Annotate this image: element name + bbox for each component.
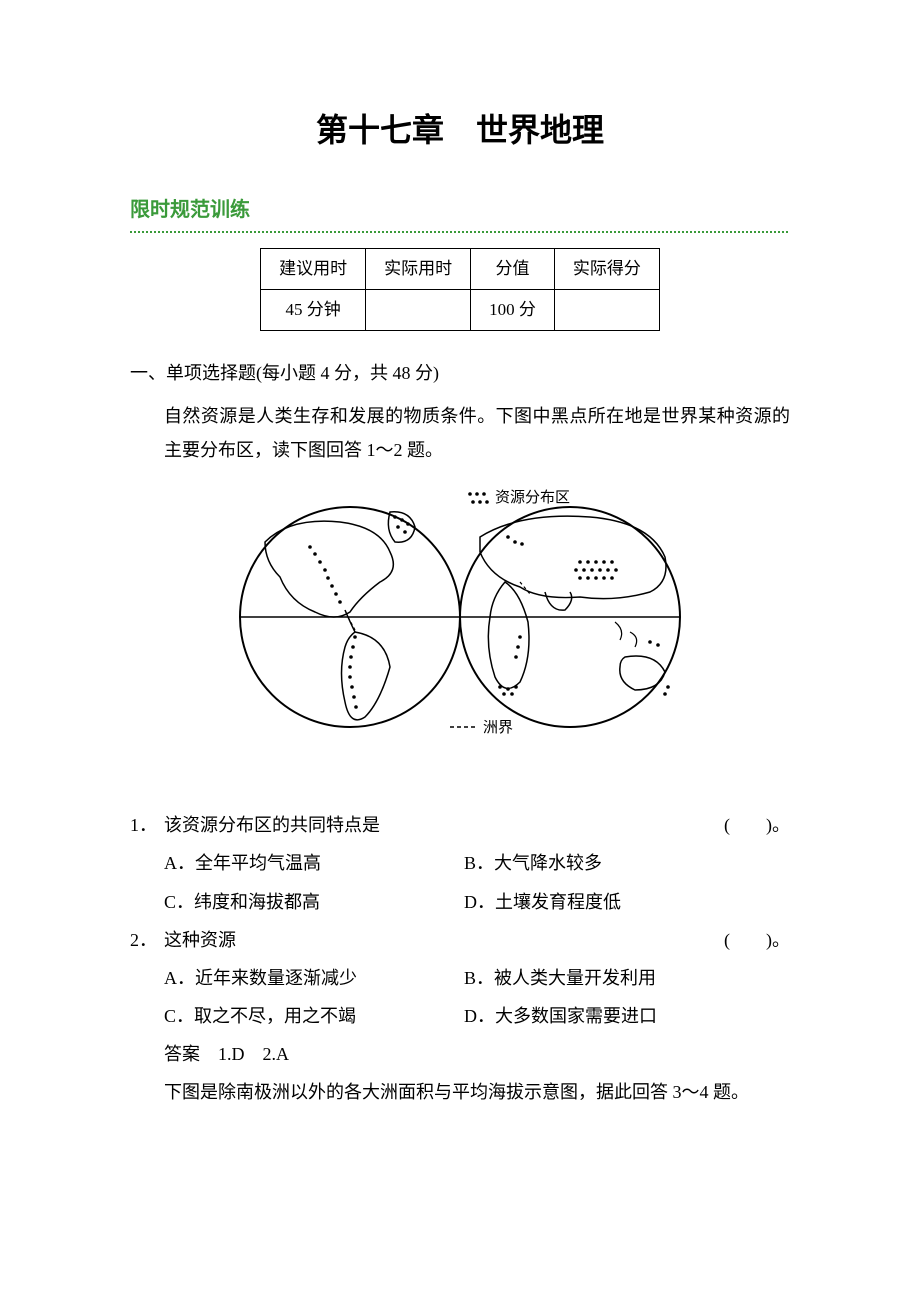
answer-blank: ( )。 [704,808,790,842]
next-intro: 下图是除南极洲以外的各大洲面积与平均海拔示意图，据此回答 3～4 题。 [164,1075,790,1109]
question-text: 该资源分布区的共同特点是 [164,808,704,842]
options-row: A．全年平均气温高 B．大气降水较多 [164,846,790,880]
question-number: 2． [130,923,164,957]
banner-underline [130,231,790,233]
options-row: A．近年来数量逐渐减少 B．被人类大量开发利用 [164,961,790,995]
section-banner: 限时规范训练 [130,191,790,229]
option-c: C．取之不尽，用之不竭 [164,999,464,1033]
table-row: 45 分钟 100 分 [261,290,660,331]
answer-blank: ( )。 [704,923,790,957]
legend-resource-text: 资源分布区 [495,489,570,506]
option-a: A．全年平均气温高 [164,846,464,880]
table-cell [554,290,659,331]
option-b: B．被人类大量开发利用 [464,961,790,995]
timing-table: 建议用时 实际用时 分值 实际得分 45 分钟 100 分 [260,248,660,332]
question-2: 2． 这种资源 ( )。 [130,923,790,957]
question-1: 1． 该资源分布区的共同特点是 ( )。 [130,808,790,842]
world-map-figure: 资源分布区 洲界 [130,482,790,763]
legend-resource [468,492,489,504]
option-b: B．大气降水较多 [464,846,790,880]
table-row: 建议用时 实际用时 分值 实际得分 [261,248,660,289]
table-cell: 45 分钟 [261,290,366,331]
table-cell: 实际得分 [554,248,659,289]
answers: 答案 1.D 2.A [164,1037,790,1071]
hemispheres-svg: 资源分布区 洲界 [220,482,700,752]
options-row: C．取之不尽，用之不竭 D．大多数国家需要进口 [164,999,790,1033]
intro-paragraph: 自然资源是人类生存和发展的物质条件。下图中黑点所在地是世界某种资源的主要分布区，… [164,399,790,467]
table-cell [366,290,471,331]
options-row: C．纬度和海拔都高 D．土壤发育程度低 [164,885,790,919]
question-number: 1． [130,808,164,842]
table-cell: 100 分 [471,290,555,331]
table-cell: 建议用时 [261,248,366,289]
option-d: D．土壤发育程度低 [464,885,790,919]
table-cell: 分值 [471,248,555,289]
option-c: C．纬度和海拔都高 [164,885,464,919]
question-text: 这种资源 [164,923,704,957]
section-heading: 一、单项选择题(每小题 4 分，共 48 分) [130,356,790,390]
chapter-title: 第十七章 世界地理 [130,100,790,161]
legend-boundary-text: 洲界 [483,720,513,736]
table-cell: 实际用时 [366,248,471,289]
option-a: A．近年来数量逐渐减少 [164,961,464,995]
option-d: D．大多数国家需要进口 [464,999,790,1033]
